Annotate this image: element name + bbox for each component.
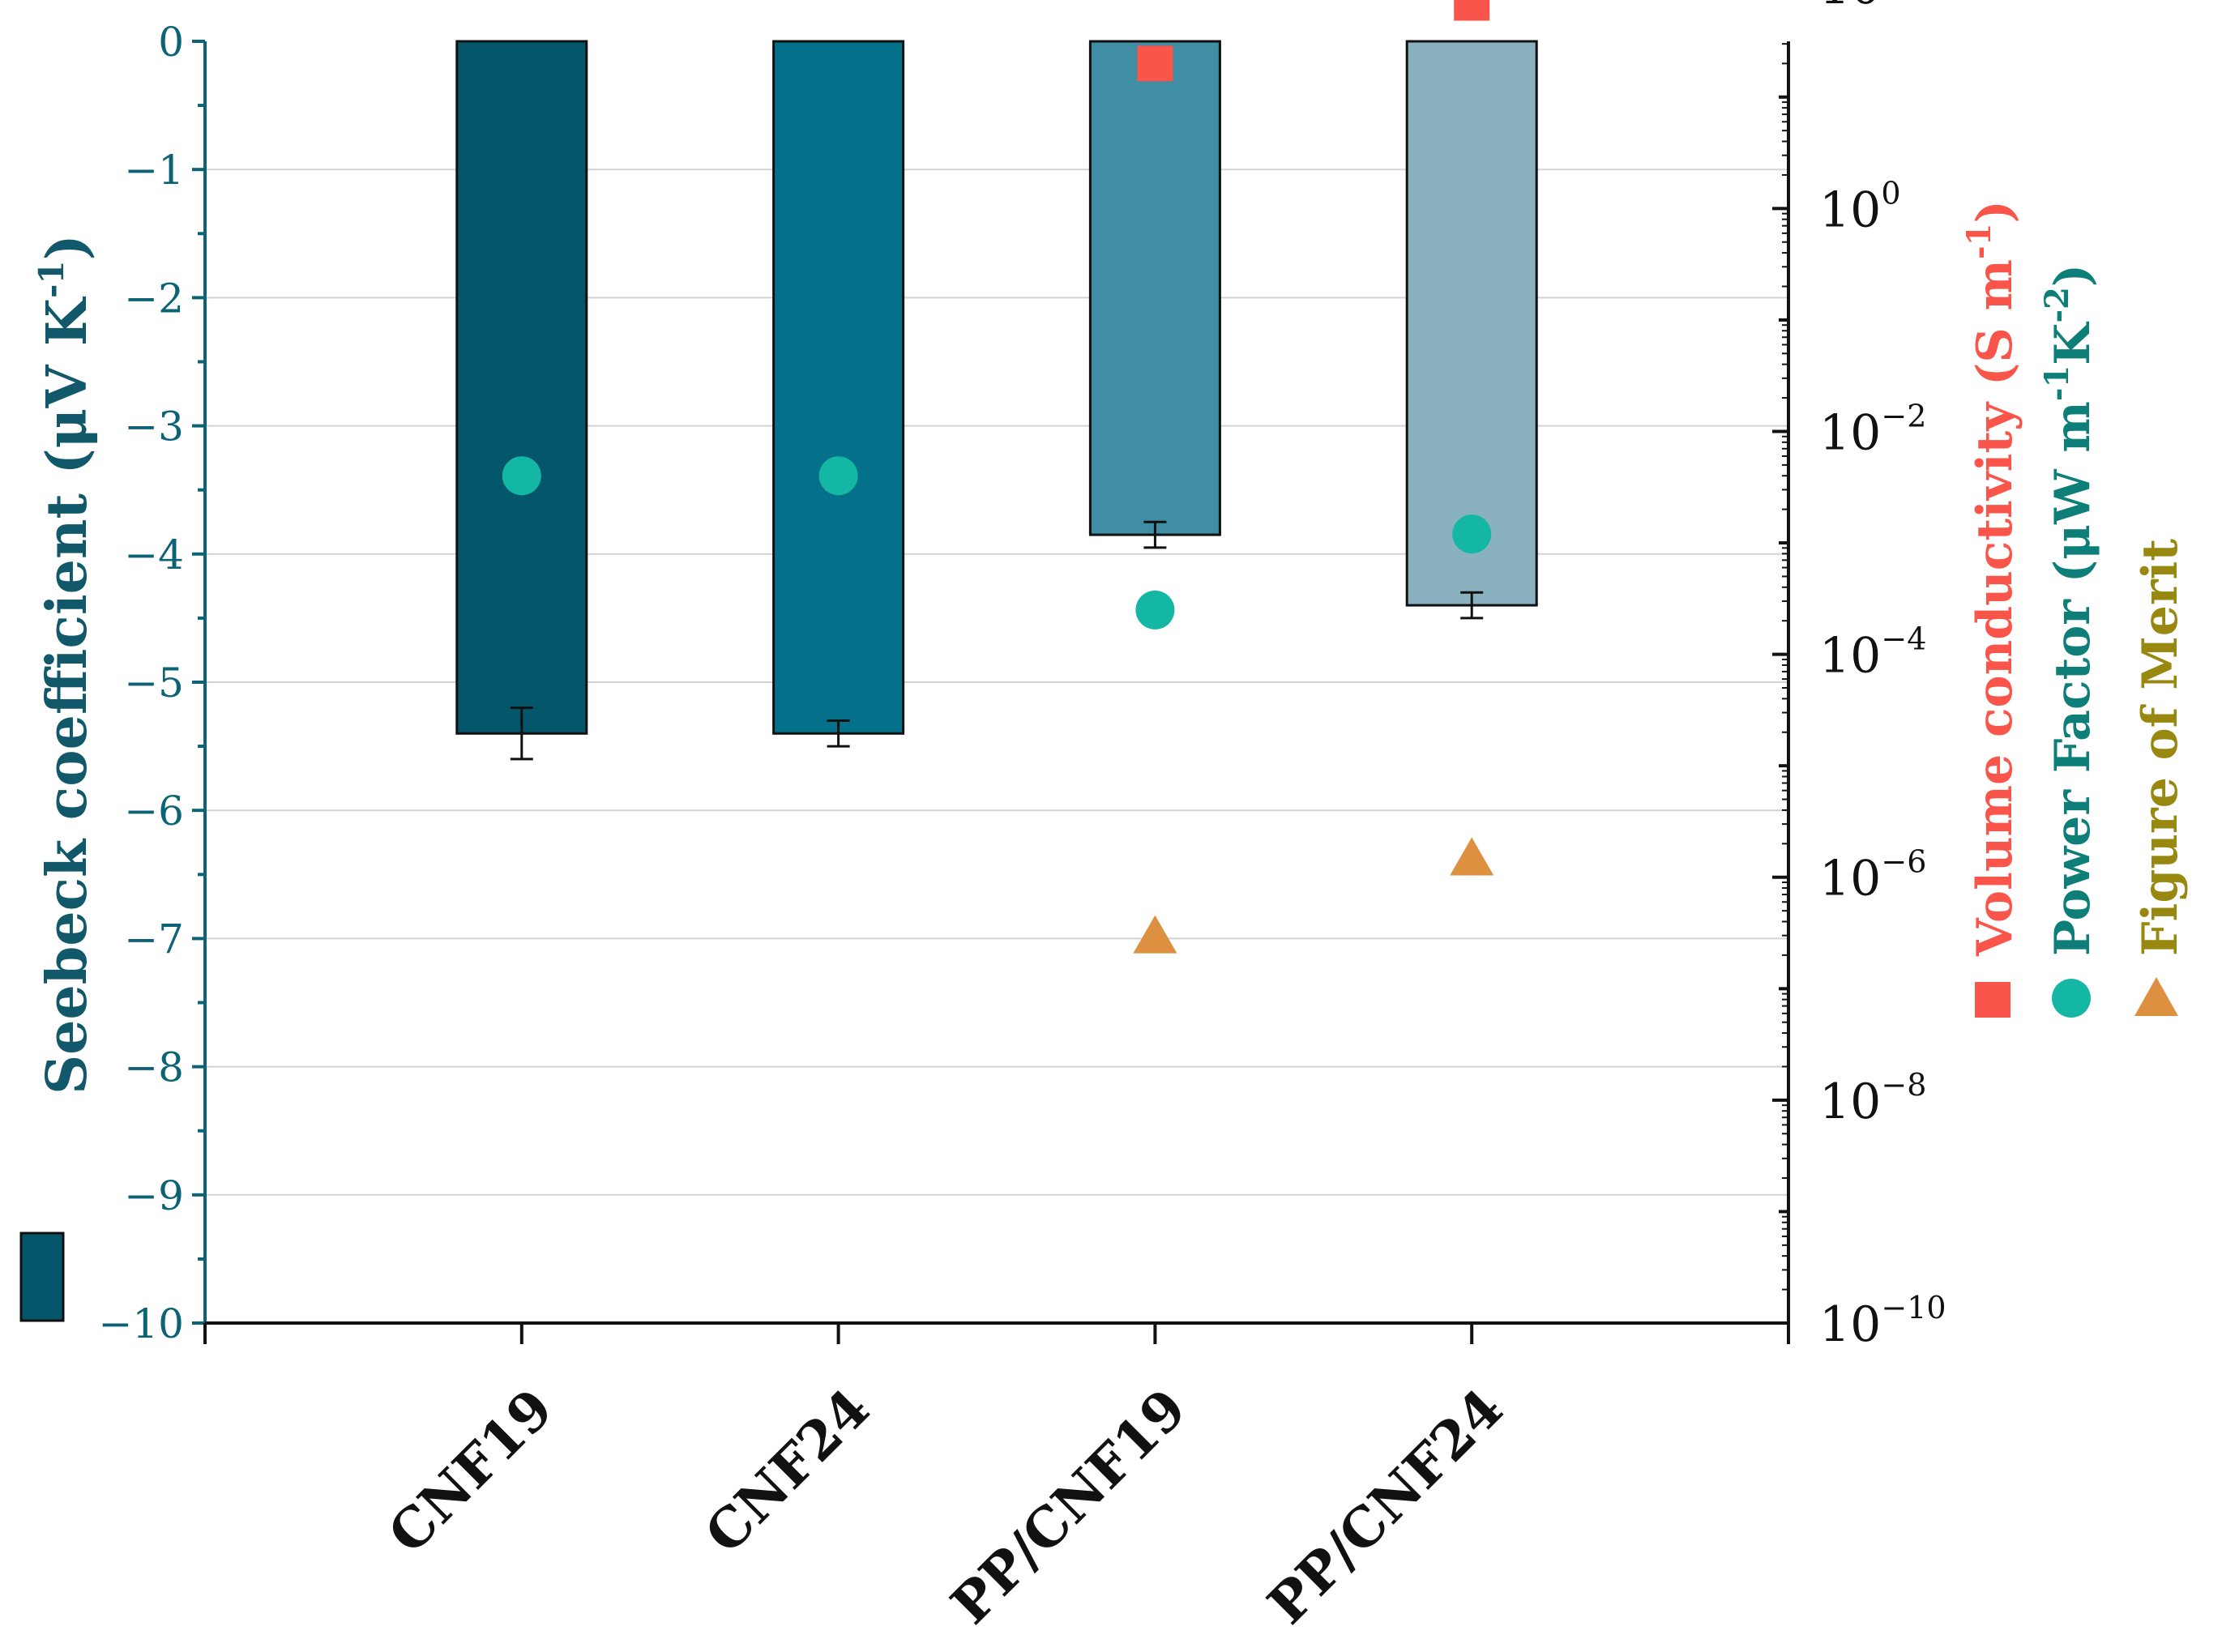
category-label: CNF24 xyxy=(693,1377,882,1565)
legend-circle-icon xyxy=(2052,979,2091,1018)
right-tick-label: 10−2 xyxy=(1819,398,1926,461)
left-tick-label: −4 xyxy=(124,531,184,578)
category-label: PP/CNF19 xyxy=(938,1377,1198,1636)
right-tick-label: 102 xyxy=(1819,0,1901,15)
legend-triangle-icon xyxy=(2134,977,2178,1016)
marker-conductivity-PP/CNF19 xyxy=(1137,45,1173,82)
error-bar-PP/CNF19 xyxy=(1143,520,1167,549)
legend-square-icon xyxy=(1975,982,2010,1018)
category-label: PP/CNF24 xyxy=(1255,1377,1515,1636)
marker-figure-of-merit-PP/CNF24 xyxy=(1450,837,1494,876)
bar-CNF24 xyxy=(772,40,905,735)
right-tick-label: 10−10 xyxy=(1819,1290,1946,1353)
legend-swatch xyxy=(19,1232,65,1322)
left-tick-label: −10 xyxy=(98,1300,184,1347)
markers xyxy=(502,0,1494,954)
gridlines xyxy=(205,169,1788,1196)
left-tick-label: −9 xyxy=(124,1172,184,1219)
left-tick-label: −1 xyxy=(124,147,184,194)
bar-PP/CNF19 xyxy=(1088,40,1221,536)
error-bar-CNF24 xyxy=(827,719,850,748)
legend-power-factor-label: Power Factor (μW m-1K-2) xyxy=(2038,264,2101,956)
marker-power-factor-PP/CNF19 xyxy=(1135,590,1175,630)
marker-power-factor-CNF19 xyxy=(502,456,541,496)
left-tick-label: −3 xyxy=(124,403,184,450)
bars xyxy=(455,40,1538,735)
left-tick-label: 0 xyxy=(158,19,184,66)
bar-CNF19 xyxy=(455,40,588,735)
left-tick-label: −8 xyxy=(124,1044,184,1091)
legend-conductivity-label: Volume conductivity (S m-1) xyxy=(1960,200,2023,957)
right-tick-label: 10−6 xyxy=(1819,844,1926,907)
marker-conductivity-PP/CNF24 xyxy=(1454,0,1490,21)
error-bar-PP/CNF24 xyxy=(1460,591,1484,620)
right-tick-label: 100 xyxy=(1819,175,1901,238)
right-axis-ticks: 102 100 10−2 10−4 10−6 10−8 10−10 xyxy=(1772,0,1946,1353)
left-axis-ticks: 0 −1 −2 −3 −4 −5 −6 −7 −8 −9 −10 xyxy=(98,19,205,1347)
right-tick-label: 10−4 xyxy=(1819,621,1926,685)
error-bars xyxy=(510,520,1484,761)
left-axis-label: Seebeck coefficient (μV K-1) xyxy=(32,234,100,1095)
left-tick-label: −2 xyxy=(124,275,184,322)
left-tick-label: −7 xyxy=(124,916,184,963)
left-tick-label: −5 xyxy=(124,660,184,706)
marker-power-factor-PP/CNF24 xyxy=(1452,514,1492,554)
right-tick-label: 10−8 xyxy=(1819,1067,1926,1130)
legend-figure-of-merit-label: Figure of Merit xyxy=(2132,539,2189,956)
error-bar-CNF19 xyxy=(510,706,533,761)
marker-figure-of-merit-PP/CNF19 xyxy=(1133,915,1177,954)
marker-power-factor-CNF24 xyxy=(818,456,858,496)
x-axis-ticks: CNF19 CNF24 PP/CNF19 PP/CNF24 xyxy=(203,1323,1790,1636)
left-tick-label: −6 xyxy=(124,788,184,835)
bar-PP/CNF24 xyxy=(1405,40,1538,607)
labels: Seebeck coefficient (μV K-1) Volume condu… xyxy=(19,200,2189,1322)
category-label: CNF19 xyxy=(376,1377,565,1565)
